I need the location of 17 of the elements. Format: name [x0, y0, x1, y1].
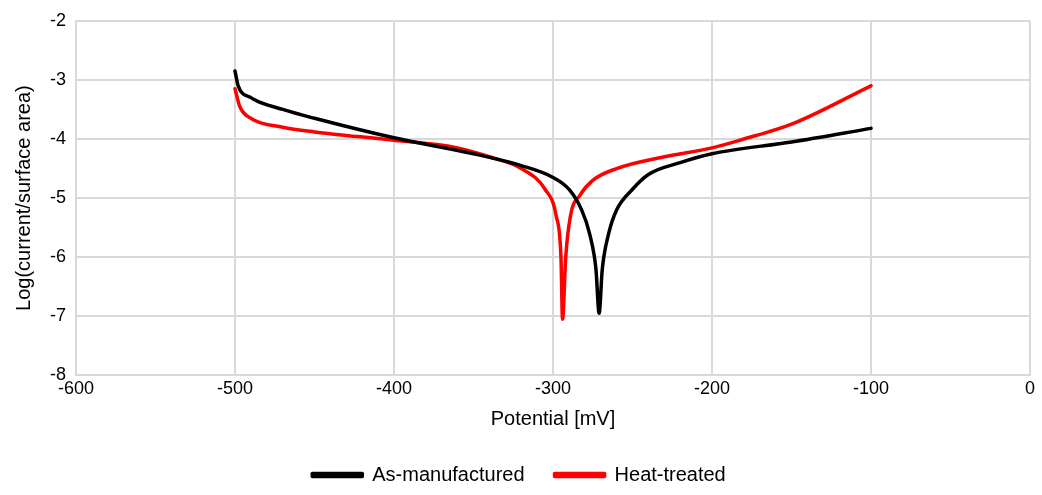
- y-tick-label: -7: [49, 305, 66, 326]
- legend-label: Heat-treated: [614, 462, 726, 485]
- y-tick-label: -5: [49, 187, 66, 208]
- y-tick-label: -4: [49, 127, 66, 148]
- y-tick-label: -8: [49, 364, 66, 385]
- y-tick-label: -6: [49, 246, 66, 267]
- legend-label: As-manufactured: [372, 462, 525, 485]
- x-tick-label: -400: [375, 378, 413, 399]
- x-axis-title: Potential [mV]: [490, 406, 616, 429]
- x-tick-label: -300: [534, 378, 572, 399]
- x-tick-label: -500: [216, 378, 254, 399]
- x-tick-label: 0: [1024, 378, 1036, 399]
- y-axis-title: Log(current/surface area): [11, 85, 34, 311]
- x-tick-label: -100: [852, 378, 890, 399]
- y-tick-label: -3: [49, 68, 66, 89]
- y-tick-label: -2: [49, 9, 66, 30]
- x-tick-label: -200: [693, 378, 731, 399]
